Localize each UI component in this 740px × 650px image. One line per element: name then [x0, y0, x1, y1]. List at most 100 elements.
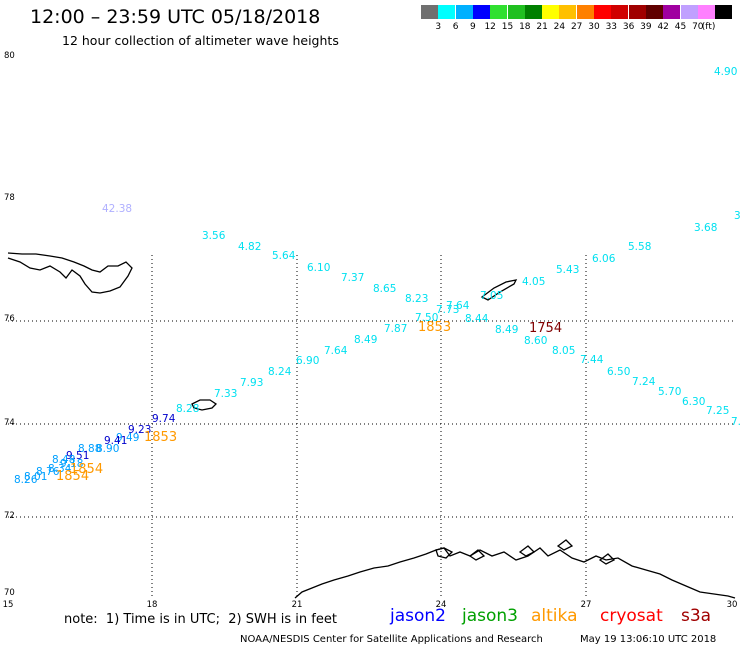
- scale-swatch: [611, 5, 629, 19]
- scale-swatch: [455, 5, 473, 19]
- scale-swatch: [697, 5, 715, 19]
- wave-height-value: 8.49: [495, 324, 519, 336]
- wave-height-value: 8.76: [36, 466, 60, 478]
- norway-island-4: [556, 539, 574, 551]
- scale-label: 42: [657, 22, 669, 32]
- map-title: 12:00 – 23:59 UTC 05/18/2018: [30, 6, 321, 28]
- wave-height-value: 8.26: [14, 474, 38, 486]
- lat-label: 72: [4, 511, 15, 521]
- wave-height-value: 6.30: [682, 396, 706, 408]
- pass-time-label: 1853: [144, 430, 178, 445]
- wave-height-value: 9.51: [66, 450, 90, 462]
- scale-swatch: [576, 5, 594, 19]
- wave-height-value: 7.24: [632, 376, 656, 388]
- credit-text: NOAA/NESDIS Center for Satellite Applica…: [240, 634, 543, 645]
- pass-time-label: 1853: [418, 320, 452, 335]
- lon-label: 24: [435, 600, 447, 610]
- scale-label: 70: [692, 22, 704, 32]
- wave-height-value: 5.70: [658, 386, 682, 398]
- satellite-jason3: jason3: [462, 606, 518, 626]
- scale-swatch: [421, 5, 438, 19]
- scale-swatch: [594, 5, 611, 19]
- wave-height-value: 8.01: [24, 471, 48, 483]
- norway-island-3: [518, 545, 536, 557]
- satellite-s3a: s3a: [681, 606, 712, 626]
- note-text: note: 1) Time is in UTC; 2) SWH is in fe…: [64, 612, 337, 627]
- wave-height-value: 7.50: [415, 312, 439, 324]
- pass-time-label: 1854: [70, 462, 104, 477]
- scale-label: 3: [435, 22, 442, 32]
- wave-height-value: 6.50: [607, 366, 631, 378]
- scale-label: 21: [536, 22, 548, 32]
- lat-label: 74: [4, 418, 15, 428]
- scale-label: 30: [588, 22, 600, 32]
- spitsbergen-south-coast: [7, 252, 133, 294]
- wave-height-value: 8.24: [268, 366, 292, 378]
- scale-swatch: [680, 5, 698, 19]
- satellite-altika: altika: [531, 606, 578, 626]
- lat-label: 78: [4, 193, 15, 203]
- wave-height-value: 7.87: [384, 323, 408, 335]
- scale-label: 33: [605, 22, 618, 32]
- graticule: [8, 255, 735, 598]
- wave-height-value: 7.33: [214, 388, 238, 400]
- norway-island-2: [468, 549, 486, 561]
- wave-height-value: 4.05: [522, 276, 546, 288]
- wave-height-value: 5.58: [628, 241, 652, 253]
- wave-height-value: 7.37: [341, 272, 365, 284]
- wave-height-value: 6.10: [307, 262, 331, 274]
- wave-height-value: 8.34: [48, 463, 72, 475]
- scale-swatch: [542, 5, 560, 19]
- lon-label: 15: [2, 600, 14, 610]
- wave-height-value: 9.74: [152, 413, 176, 425]
- coastline: [7, 252, 736, 599]
- pass-time-label: 1754: [529, 321, 563, 336]
- scale-label: 36: [622, 22, 635, 32]
- wave-height-value: 8.28: [176, 403, 200, 415]
- scale-swatch: [438, 5, 456, 19]
- wave-height-value: 7.73: [436, 304, 460, 316]
- wave-height-value: 6.06: [592, 253, 616, 265]
- wave-height-value: 9.49: [116, 432, 140, 444]
- scale-swatch: [559, 5, 577, 19]
- scale-swatch: [490, 5, 508, 19]
- wave-height-value: 8.60: [524, 335, 548, 347]
- bear-island: [191, 399, 218, 411]
- wave-height-value: 9.18: [60, 458, 84, 470]
- scale-swatch: [663, 5, 681, 19]
- wave-height-value: 6.90: [296, 355, 320, 367]
- scale-swatch: [524, 5, 542, 19]
- scale-label: 18: [519, 22, 531, 32]
- wave-height-value: 8.88: [78, 443, 102, 455]
- wave-height-value: 8.65: [373, 283, 397, 295]
- lon-label: 30: [726, 600, 738, 610]
- wave-height-value: 5.43: [556, 264, 580, 276]
- wave-height-value: 8.23: [405, 293, 429, 305]
- lat-label: 70: [4, 588, 15, 598]
- lat-label: 76: [4, 314, 15, 324]
- wave-height-value: 7.64: [324, 345, 348, 357]
- wave-height-value: 8.49: [354, 334, 378, 346]
- wave-height-value: 4.82: [238, 241, 262, 253]
- scale-swatch: [715, 5, 733, 19]
- timestamp-text: May 19 13:06:10 UTC 2018: [580, 634, 717, 645]
- wave-height-value: 42.38: [102, 203, 133, 215]
- lon-label: 18: [146, 600, 158, 610]
- scale-label: 45: [674, 22, 687, 32]
- scale-swatch: [628, 5, 646, 19]
- wave-height-value: 3: [734, 210, 740, 222]
- scale-label: 12: [484, 22, 496, 32]
- wave-height-value: 8.44: [465, 313, 489, 325]
- norway-coast: [294, 547, 736, 599]
- wave-height-value: 7.: [731, 416, 740, 428]
- scale-label: 27: [570, 22, 583, 32]
- norway-island-5: [598, 553, 616, 565]
- scale-swatch: [507, 5, 525, 19]
- satellite-cryosat: cryosat: [600, 606, 663, 626]
- wave-height-value: 8.48: [52, 454, 76, 466]
- lon-label: 27: [580, 600, 592, 610]
- pass-time-label: 1854: [56, 469, 90, 484]
- wave-height-value: 9.41: [104, 435, 128, 447]
- wave-height-value: 3.68: [694, 222, 718, 234]
